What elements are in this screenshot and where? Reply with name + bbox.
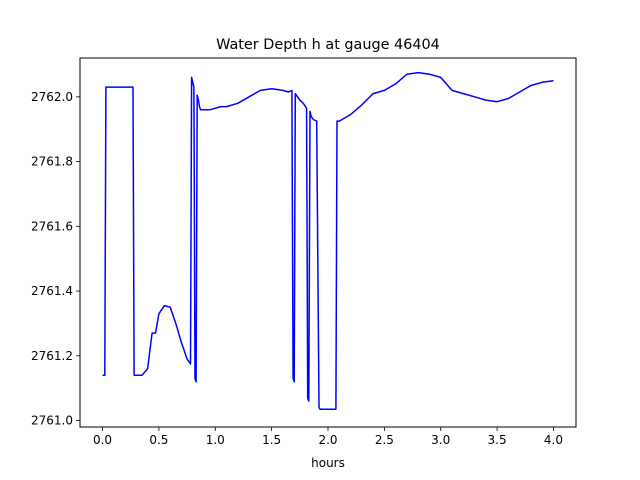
- y-tick-label: 2761.8: [31, 155, 73, 169]
- x-axis-label: hours: [311, 456, 345, 470]
- y-tick-label: 2762.0: [31, 90, 73, 104]
- chart-title: Water Depth h at gauge 46404: [216, 37, 440, 53]
- plot-line-layer: [102, 71, 554, 410]
- x-tick-label: 1.0: [206, 433, 225, 447]
- x-tick-label: 3.0: [431, 433, 450, 447]
- y-axis-ticks: 2761.0 2761.2 2761.4 2761.6 2761.8 2762.0: [31, 90, 80, 428]
- x-tick-label: 0.5: [149, 433, 168, 447]
- x-tick-label: 0.0: [93, 433, 112, 447]
- x-tick-label: 1.5: [262, 433, 281, 447]
- x-tick-label: 2.5: [375, 433, 394, 447]
- series-line: [102, 71, 554, 410]
- x-axis-ticks: 0.0 0.5 1.0 1.5 2.0 2.5 3.0 3.5 4.0: [93, 427, 563, 447]
- plot-frame: [79, 57, 577, 428]
- x-tick-label: 3.5: [488, 433, 507, 447]
- y-tick-label: 2761.4: [31, 284, 73, 298]
- y-tick-label: 2761.6: [31, 219, 73, 233]
- x-tick-label: 2.0: [318, 433, 337, 447]
- y-tick-label: 2761.2: [31, 349, 73, 363]
- x-tick-label: 4.0: [544, 433, 563, 447]
- y-tick-label: 2761.0: [31, 414, 73, 428]
